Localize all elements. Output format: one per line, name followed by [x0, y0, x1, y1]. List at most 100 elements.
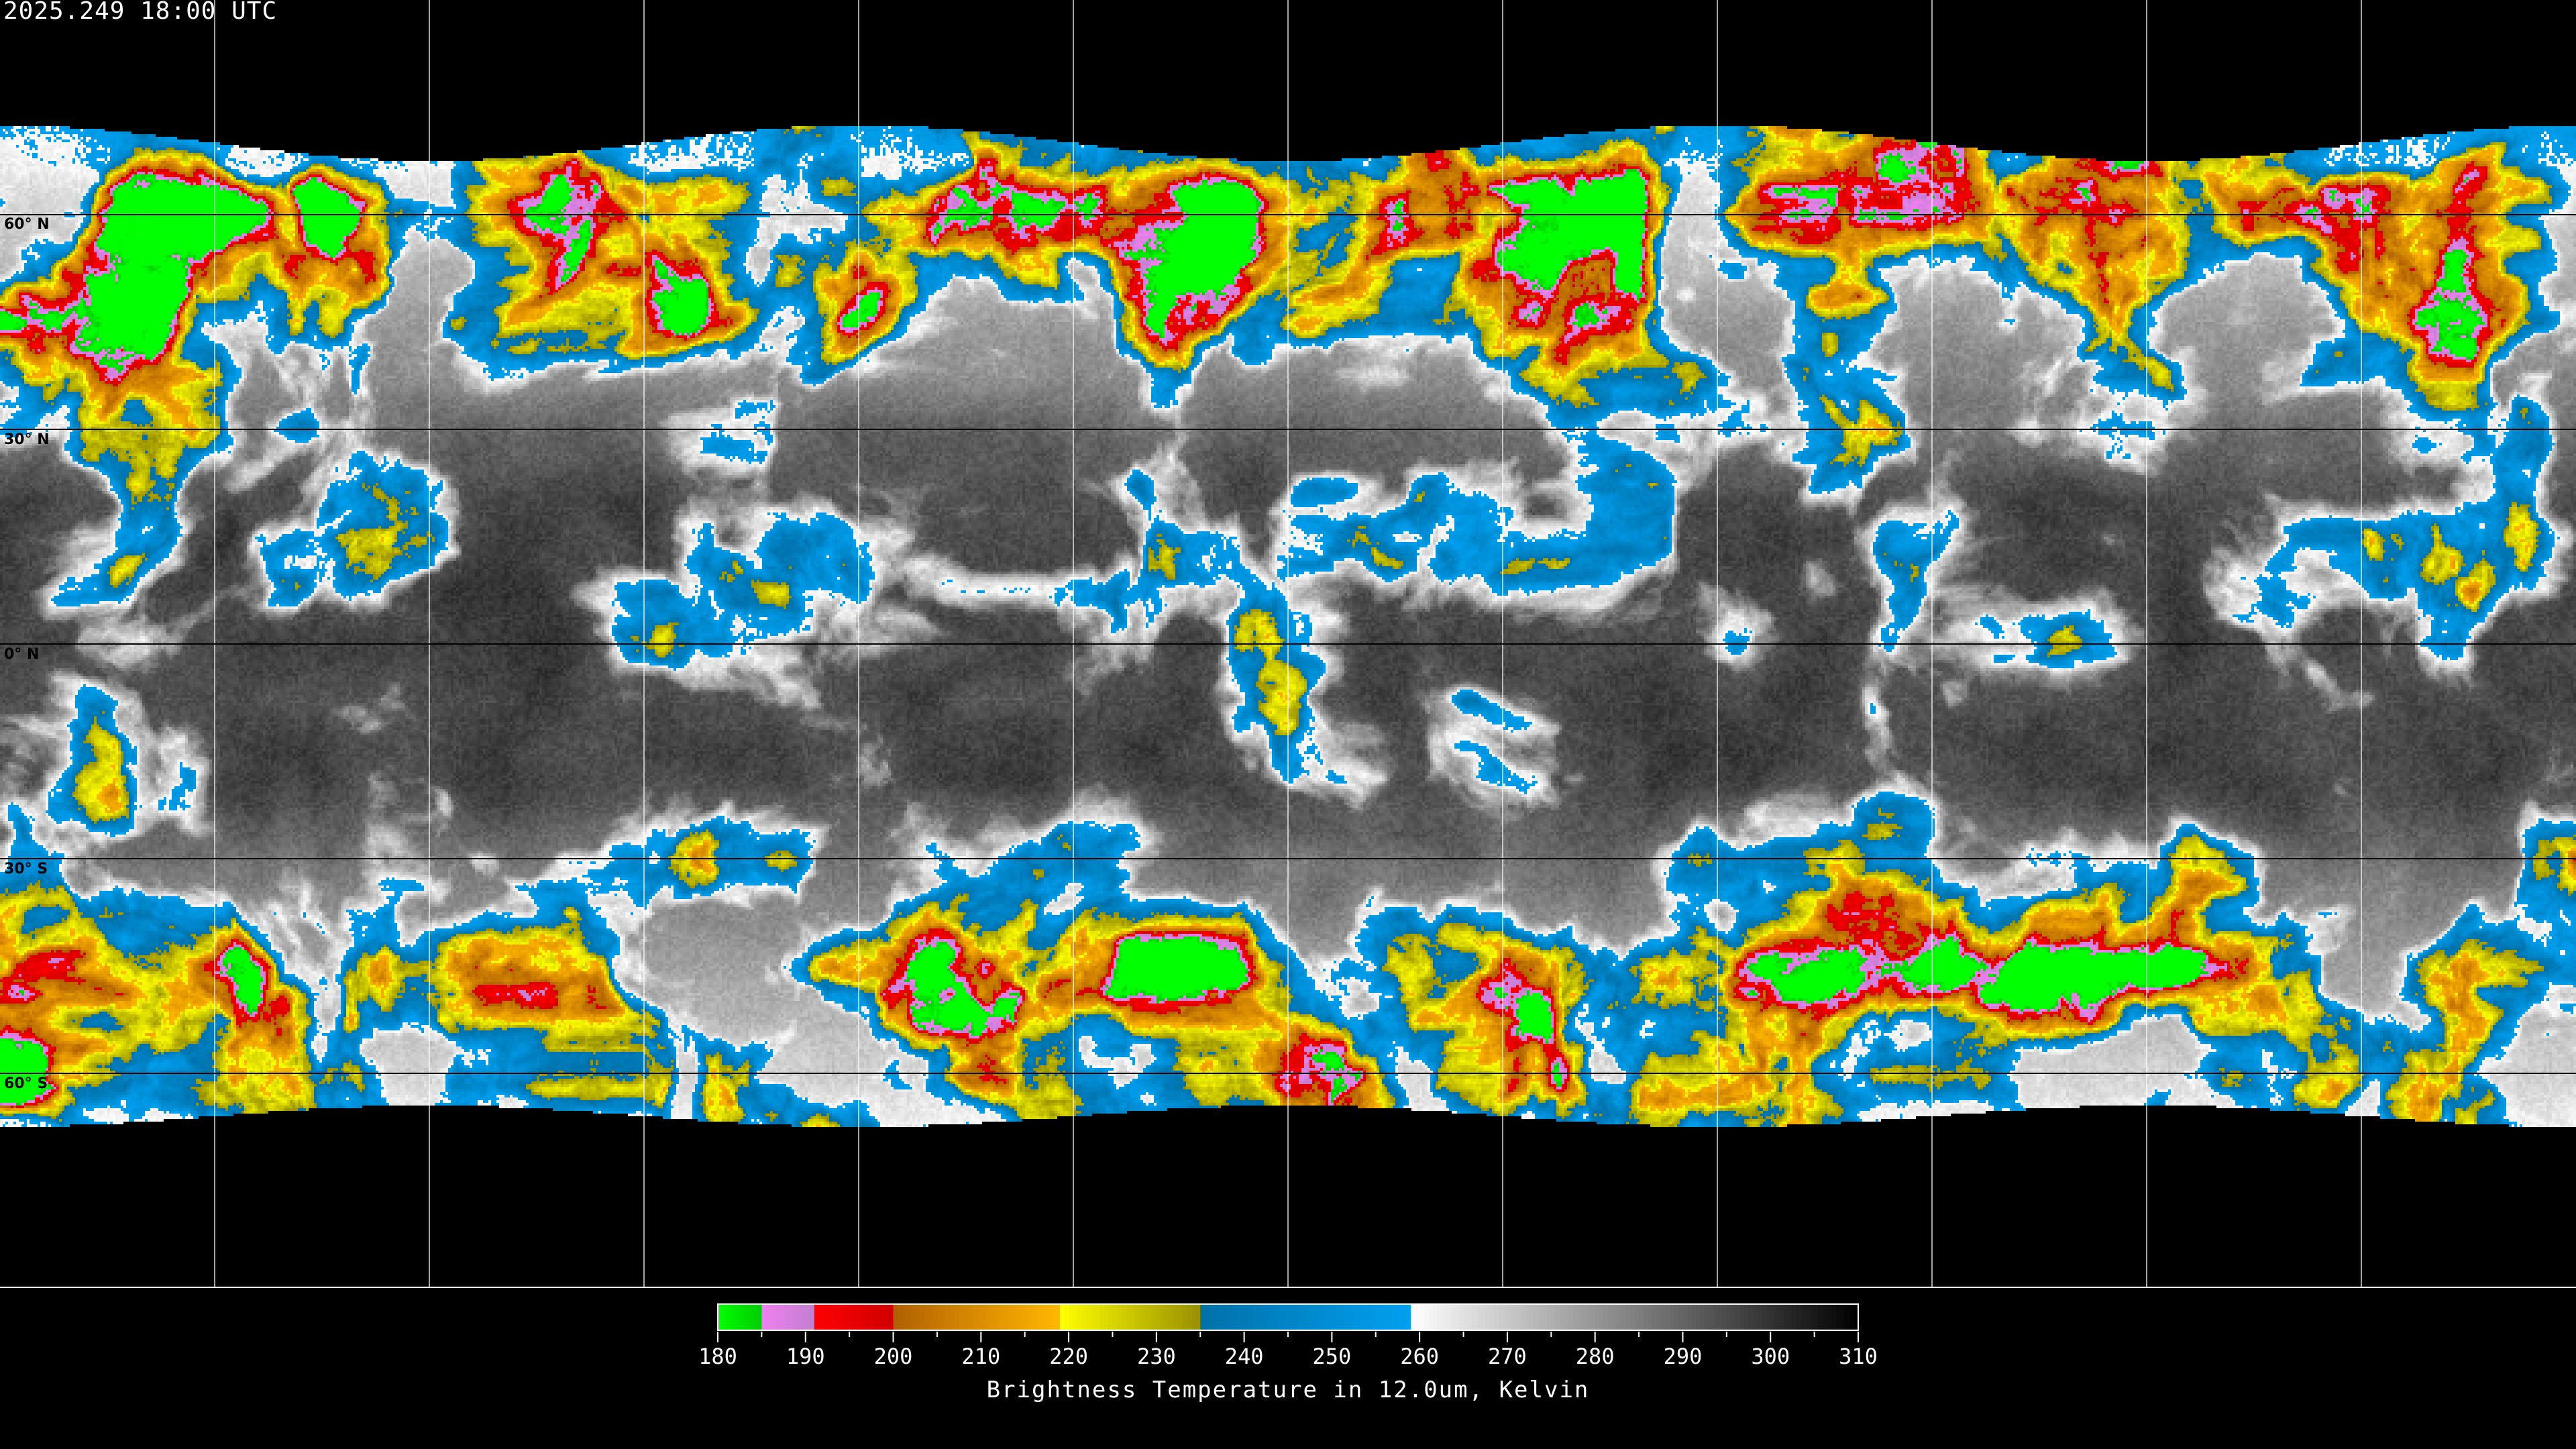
- colorbar-swatch: [915, 1304, 920, 1330]
- colorbar-swatch: [845, 1304, 850, 1330]
- colorbar-swatch: [1595, 1304, 1600, 1330]
- lat-label-30s: 30° S: [4, 861, 48, 877]
- colorbar-swatch: [731, 1304, 736, 1330]
- colorbar-swatch: [1336, 1304, 1342, 1330]
- colorbar-swatch: [1231, 1304, 1236, 1330]
- colorbar-swatch: [1033, 1304, 1038, 1330]
- colorbar-swatch: [1358, 1304, 1363, 1330]
- colorbar-swatch: [818, 1304, 824, 1330]
- colorbar-swatch: [1582, 1304, 1587, 1330]
- colorbar-swatch: [1161, 1304, 1166, 1330]
- colorbar-swatch: [1147, 1304, 1152, 1330]
- colorbar-swatch: [1384, 1304, 1389, 1330]
- colorbar-swatch: [1375, 1304, 1381, 1330]
- colorbar-swatch: [1218, 1304, 1223, 1330]
- colorbar-swatch: [1542, 1304, 1548, 1330]
- colorbar-swatch: [1634, 1304, 1640, 1330]
- colorbar-swatch: [1498, 1304, 1503, 1330]
- colorbar-swatch: [1529, 1304, 1534, 1330]
- colorbar-swatch: [1152, 1304, 1157, 1330]
- colorbar-swatch: [1297, 1304, 1302, 1330]
- colorbar-swatch: [1560, 1304, 1565, 1330]
- colorbar-swatch: [1323, 1304, 1328, 1330]
- colorbar-swatch: [1472, 1304, 1477, 1330]
- colorbar-swatch: [889, 1304, 894, 1330]
- colorbar-swatch: [1165, 1304, 1171, 1330]
- colorbar-swatch: [1257, 1304, 1263, 1330]
- colorbar-tick-label: 200: [874, 1344, 913, 1369]
- colorbar-swatch: [1340, 1304, 1346, 1330]
- colorbar-swatch: [753, 1304, 758, 1330]
- colorbar-swatch: [810, 1304, 815, 1330]
- colorbar-swatch: [765, 1304, 771, 1330]
- colorbar-swatch: [1055, 1304, 1061, 1330]
- colorbar-swatch: [1209, 1304, 1214, 1330]
- colorbar-swatch: [788, 1304, 793, 1330]
- colorbar-swatch: [1183, 1304, 1188, 1330]
- colorbar-swatch: [924, 1304, 929, 1330]
- colorbar-swatch: [1678, 1304, 1684, 1330]
- colorbar-swatch: [1459, 1304, 1464, 1330]
- colorbar-swatch: [1643, 1304, 1648, 1330]
- colorbar-swatch: [1814, 1304, 1819, 1330]
- colorbar-swatch: [853, 1304, 859, 1330]
- colorbar-swatch: [985, 1304, 990, 1330]
- colorbar-swatch: [1134, 1304, 1140, 1330]
- colorbar-swatch: [770, 1304, 775, 1330]
- colorbar-swatch: [1112, 1304, 1118, 1330]
- colorbar-swatch: [1744, 1304, 1750, 1330]
- colorbar-swatch: [1450, 1304, 1456, 1330]
- colorbar-swatch: [1757, 1304, 1762, 1330]
- colorbar-swatch: [941, 1304, 947, 1330]
- colorbar-swatch: [955, 1304, 960, 1330]
- colorbar-swatch: [1731, 1304, 1736, 1330]
- colorbar-swatch: [801, 1304, 806, 1330]
- colorbar-swatch: [1389, 1304, 1394, 1330]
- colorbar-swatch: [1810, 1304, 1815, 1330]
- colorbar-swatch: [1099, 1304, 1104, 1330]
- colorbar-swatch: [1012, 1304, 1017, 1330]
- colorbar-swatch: [1200, 1304, 1205, 1330]
- colorbar-swatch: [950, 1304, 955, 1330]
- colorbar-swatch: [879, 1304, 885, 1330]
- colorbar-swatch: [1520, 1304, 1525, 1330]
- colorbar-swatch: [994, 1304, 1000, 1330]
- colorbar-swatch: [1240, 1304, 1245, 1330]
- colorbar-swatch: [1195, 1304, 1201, 1330]
- colorbar-swatch: [998, 1304, 1004, 1330]
- colorbar-swatch: [1779, 1304, 1784, 1330]
- colorbar-swatch: [1318, 1304, 1324, 1330]
- colorbar-swatch: [1024, 1304, 1030, 1330]
- colorbar-swatch: [1288, 1304, 1293, 1330]
- colorbar-swatch: [906, 1304, 912, 1330]
- colorbar-swatch: [1345, 1304, 1350, 1330]
- colorbar-swatch: [1774, 1304, 1780, 1330]
- colorbar-swatch: [1292, 1304, 1297, 1330]
- colorbar-swatch: [1507, 1304, 1513, 1330]
- colorbar-swatch: [1468, 1304, 1473, 1330]
- colorbar-swatch: [884, 1304, 890, 1330]
- lat-label-60n: 60° N: [4, 216, 50, 233]
- colorbar-swatch: [976, 1304, 981, 1330]
- colorbar-swatch: [1406, 1304, 1411, 1330]
- colorbar-swatch: [1283, 1304, 1289, 1330]
- colorbar-swatch: [761, 1304, 767, 1330]
- colorbar-swatch: [1038, 1304, 1043, 1330]
- colorbar-swatch: [1081, 1304, 1087, 1330]
- colorbar-swatch: [1511, 1304, 1517, 1330]
- colorbar-swatch: [1235, 1304, 1240, 1330]
- colorbar-swatch: [1854, 1304, 1859, 1330]
- colorbar-swatch: [1669, 1304, 1674, 1330]
- colorbar-swatch: [1801, 1304, 1807, 1330]
- colorbar-swatch: [1630, 1304, 1635, 1330]
- colorbar-swatch: [867, 1304, 872, 1330]
- colorbar: 180 190 200 210 220 230 240 250 260 270 280 290 300 3…: [698, 1303, 1878, 1369]
- colorbar-swatch: [1494, 1304, 1499, 1330]
- colorbar-tick-label: 230: [1137, 1344, 1176, 1369]
- colorbar-swatch: [1586, 1304, 1591, 1330]
- colorbar-swatch: [1555, 1304, 1560, 1330]
- colorbar-swatch: [1327, 1304, 1332, 1330]
- colorbar-swatch: [1397, 1304, 1403, 1330]
- colorbar-swatch: [1805, 1304, 1811, 1330]
- colorbar-swatch: [989, 1304, 995, 1330]
